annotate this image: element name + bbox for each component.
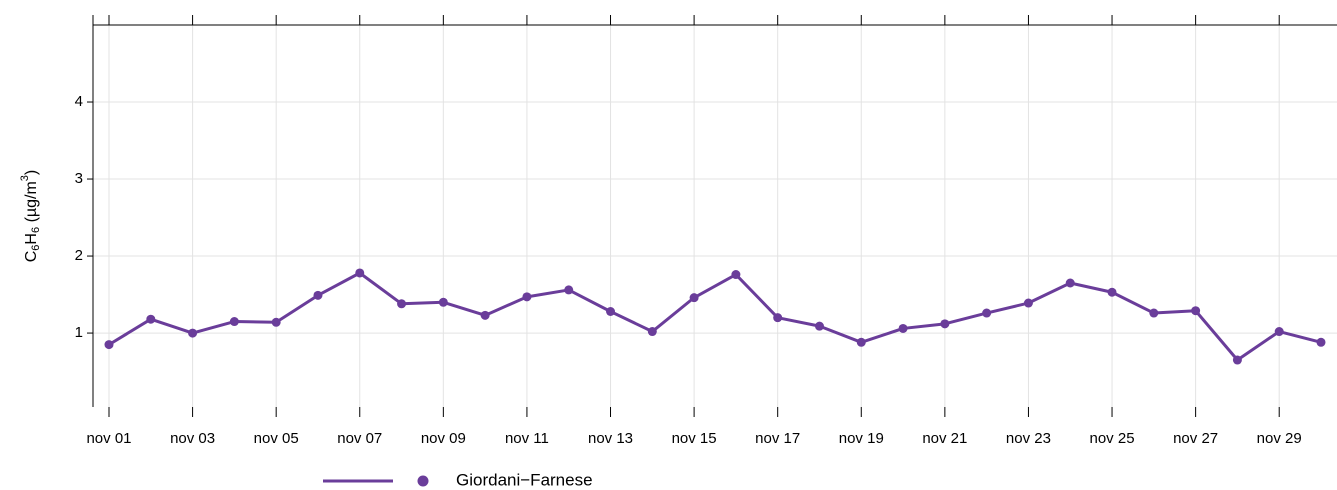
- data-point: [1107, 287, 1117, 297]
- y-label-part: C: [23, 251, 40, 263]
- data-point: [1191, 306, 1201, 316]
- x-tick-label: nov 19: [839, 430, 884, 447]
- legend-dot: [417, 475, 429, 487]
- x-tick-label: nov 09: [421, 430, 466, 447]
- y-tick-label: 2: [75, 247, 83, 264]
- x-tick-label: nov 21: [922, 430, 967, 447]
- data-point: [564, 285, 574, 295]
- y-label-part: 6: [30, 245, 42, 251]
- data-point: [689, 293, 699, 303]
- x-tick-label: nov 03: [170, 430, 215, 447]
- data-point: [355, 268, 365, 278]
- data-point: [480, 310, 490, 320]
- y-label-part: ): [23, 170, 40, 175]
- data-point: [1316, 337, 1326, 347]
- y-tick-label: 4: [75, 93, 83, 110]
- data-point: [397, 299, 407, 309]
- data-point: [1274, 327, 1284, 337]
- data-point: [647, 327, 657, 337]
- data-point: [438, 297, 448, 307]
- x-tick-label: nov 13: [588, 430, 633, 447]
- data-point: [104, 340, 114, 350]
- y-label-part: 6: [30, 227, 42, 233]
- x-tick-label: nov 05: [254, 430, 299, 447]
- data-point: [229, 317, 239, 327]
- data-point: [731, 270, 741, 280]
- y-tick-label: 3: [75, 170, 83, 187]
- x-tick-label: nov 29: [1257, 430, 1302, 447]
- data-point: [898, 323, 908, 333]
- data-point: [146, 314, 156, 324]
- data-point: [1232, 355, 1242, 365]
- data-point: [856, 337, 866, 347]
- x-tick-label: nov 27: [1173, 430, 1218, 447]
- legend-label: Giordani−Farnese: [456, 470, 593, 489]
- x-tick-label: nov 23: [1006, 430, 1051, 447]
- x-tick-label: nov 25: [1090, 430, 1135, 447]
- data-point: [188, 328, 198, 338]
- x-tick-label: nov 07: [337, 430, 382, 447]
- data-point: [1065, 278, 1075, 288]
- y-axis-label: C6H6 (µg/m3): [19, 170, 42, 263]
- x-tick-label: nov 15: [672, 430, 717, 447]
- data-point: [1023, 298, 1033, 308]
- data-point: [522, 292, 532, 302]
- x-tick-label: nov 17: [755, 430, 800, 447]
- series-line: [108, 271, 1322, 362]
- x-tick-label: nov 01: [86, 430, 131, 447]
- y-label-part: 3: [19, 175, 31, 181]
- data-point: [982, 308, 992, 318]
- data-point: [1149, 308, 1159, 318]
- y-label-part: H: [23, 233, 40, 245]
- data-point: [606, 307, 616, 316]
- y-tick-label: 1: [75, 324, 83, 341]
- y-label-part: (µg/m: [23, 181, 40, 227]
- data-point: [940, 319, 950, 329]
- data-point: [773, 313, 783, 323]
- x-tick-label: nov 11: [505, 430, 549, 447]
- data-point: [814, 321, 824, 331]
- data-point: [313, 290, 323, 300]
- data-point: [271, 317, 281, 327]
